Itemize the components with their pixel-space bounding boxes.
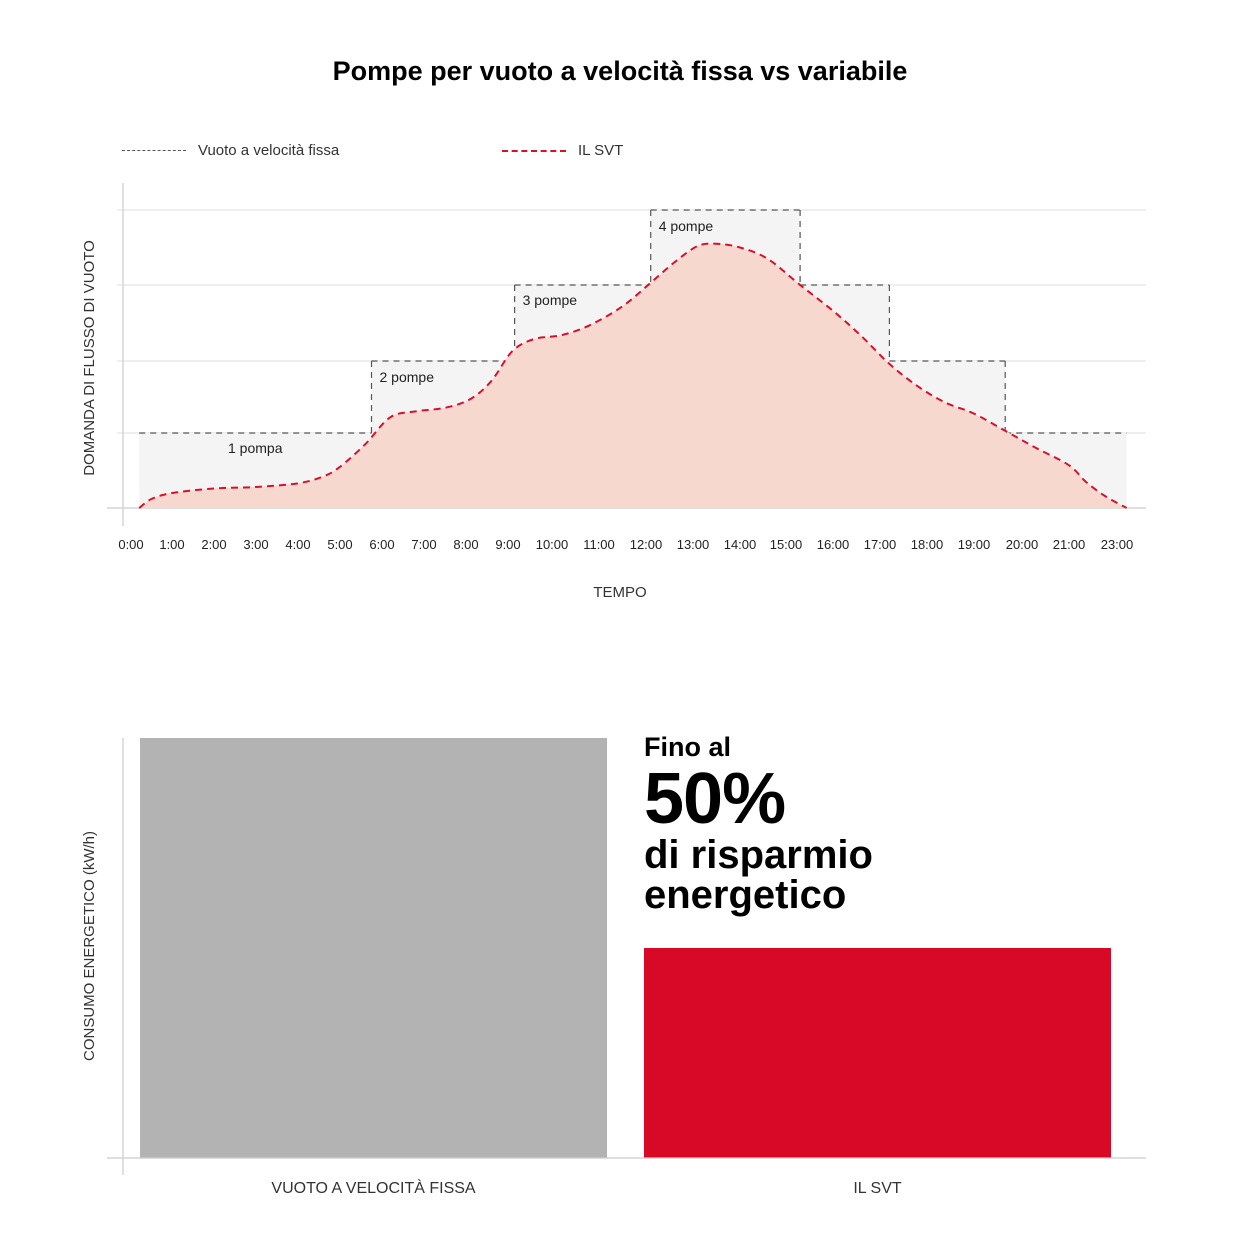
chart-title: Pompe per vuoto a velocità fissa vs vari… bbox=[332, 56, 908, 86]
x-tick-label: 11:00 bbox=[583, 537, 615, 552]
step-label: 4 pompe bbox=[659, 218, 714, 234]
legend-label-fixed: Vuoto a velocità fissa bbox=[198, 142, 340, 159]
x-tick-label: 3:00 bbox=[243, 537, 268, 552]
x-tick-label: 0:00 bbox=[118, 537, 143, 552]
legend-swatch-svt bbox=[502, 149, 566, 152]
savings-pre: Fino al bbox=[644, 732, 731, 762]
step-label: 1 pompa bbox=[228, 440, 283, 456]
x-tick-label: 8:00 bbox=[453, 537, 478, 552]
x-tick-label: 17:00 bbox=[864, 537, 897, 552]
x-tick-label: 10:00 bbox=[536, 537, 569, 552]
x-tick-label: 19:00 bbox=[958, 537, 991, 552]
bar-label-svt: IL SVT bbox=[853, 1180, 902, 1197]
x-tick-label: 14:00 bbox=[724, 537, 757, 552]
savings-callout: Fino al 50% di risparmio energetico bbox=[644, 732, 964, 917]
x-tick-label: 9:00 bbox=[495, 537, 520, 552]
x-tick-label: 7:00 bbox=[411, 537, 436, 552]
x-tick-label: 5:00 bbox=[327, 537, 352, 552]
x-tick-label: 13:00 bbox=[677, 537, 710, 552]
x-tick-label: 15:00 bbox=[770, 537, 803, 552]
savings-value: 50% bbox=[644, 759, 786, 839]
x-tick-label: 16:00 bbox=[817, 537, 850, 552]
x-tick-label: 18:00 bbox=[911, 537, 944, 552]
legend-label-svt: IL SVT bbox=[578, 142, 624, 159]
x-tick-label: 12:00 bbox=[630, 537, 663, 552]
step-label: 3 pompe bbox=[523, 292, 578, 308]
bar-y-axis-title: CONSUMO ENERGETICO (kW/h) bbox=[81, 831, 98, 1061]
x-tick-label: 20:00 bbox=[1006, 537, 1039, 552]
bar-label-fixed: VUOTO A VELOCITÀ FISSA bbox=[271, 1180, 476, 1197]
step-label: 2 pompe bbox=[380, 369, 435, 385]
legend-item-svt: IL SVT bbox=[502, 142, 623, 159]
x-tick-label: 21:00 bbox=[1053, 537, 1086, 552]
x-tick-label: 6:00 bbox=[369, 537, 394, 552]
savings-post: di risparmio energetico bbox=[644, 833, 873, 917]
legend-swatch-fixed bbox=[122, 150, 186, 151]
bar-fixed-speed bbox=[140, 738, 607, 1158]
x-tick-label: 2:00 bbox=[201, 537, 226, 552]
x-tick-label: 23:00 bbox=[1101, 537, 1134, 552]
legend-item-fixed: Vuoto a velocità fissa bbox=[122, 142, 339, 159]
y-axis-title: DOMANDA DI FLUSSO DI VUOTO bbox=[81, 240, 98, 476]
svt-line bbox=[138, 242, 1128, 509]
x-axis-title: TEMPO bbox=[593, 584, 646, 601]
bar-svt bbox=[644, 948, 1111, 1158]
svt-area bbox=[139, 243, 1127, 509]
x-tick-label: 1:00 bbox=[159, 537, 184, 552]
x-tick-label: 4:00 bbox=[285, 537, 310, 552]
